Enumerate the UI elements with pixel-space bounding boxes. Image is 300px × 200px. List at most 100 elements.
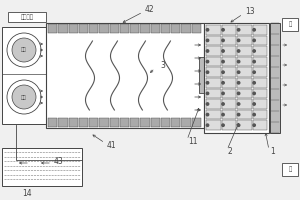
Bar: [2, 27, 46, 124]
Circle shape: [12, 38, 36, 62]
Bar: [253, 89, 267, 98]
Bar: [221, 36, 236, 45]
Bar: [206, 57, 221, 66]
Circle shape: [222, 60, 224, 63]
Text: 风扇: 风扇: [21, 95, 27, 99]
Circle shape: [206, 113, 209, 116]
Bar: [282, 163, 298, 176]
Bar: [282, 18, 298, 31]
Bar: [253, 120, 267, 130]
Bar: [130, 118, 140, 127]
Circle shape: [222, 124, 224, 126]
Circle shape: [253, 113, 255, 116]
Circle shape: [206, 50, 209, 52]
Bar: [48, 118, 57, 127]
Bar: [237, 89, 252, 98]
Circle shape: [222, 39, 224, 42]
Circle shape: [206, 82, 209, 84]
Circle shape: [222, 29, 224, 31]
Bar: [182, 118, 191, 127]
Bar: [161, 118, 170, 127]
Bar: [79, 24, 88, 33]
Circle shape: [253, 103, 255, 105]
Text: 3: 3: [160, 60, 165, 70]
Bar: [253, 67, 267, 77]
Bar: [206, 46, 221, 56]
Bar: [161, 24, 170, 33]
Circle shape: [206, 103, 209, 105]
Bar: [237, 25, 252, 35]
Bar: [182, 24, 191, 33]
Bar: [120, 118, 129, 127]
Bar: [89, 24, 98, 33]
Circle shape: [222, 92, 224, 95]
Bar: [58, 24, 68, 33]
Text: 11: 11: [188, 138, 197, 146]
Bar: [253, 110, 267, 119]
Bar: [120, 24, 129, 33]
Bar: [8, 12, 46, 22]
Bar: [206, 25, 221, 35]
Circle shape: [222, 71, 224, 73]
Bar: [253, 57, 267, 66]
Bar: [221, 99, 236, 109]
Circle shape: [253, 71, 255, 73]
Text: 控: 控: [288, 167, 292, 172]
Circle shape: [206, 29, 209, 31]
Circle shape: [7, 33, 41, 67]
Bar: [206, 110, 221, 119]
Circle shape: [237, 82, 240, 84]
Bar: [151, 24, 160, 33]
Text: 14: 14: [22, 188, 32, 198]
Bar: [237, 99, 252, 109]
Circle shape: [7, 80, 41, 114]
Bar: [270, 23, 280, 133]
Bar: [68, 24, 78, 33]
Bar: [221, 67, 236, 77]
Circle shape: [222, 82, 224, 84]
Text: 1: 1: [270, 148, 275, 156]
Circle shape: [222, 50, 224, 52]
Bar: [237, 110, 252, 119]
Text: 43: 43: [54, 158, 64, 166]
Circle shape: [206, 60, 209, 63]
Bar: [206, 36, 221, 45]
Text: 13: 13: [245, 7, 255, 17]
Circle shape: [237, 39, 240, 42]
Bar: [99, 118, 109, 127]
Bar: [171, 118, 181, 127]
Circle shape: [253, 60, 255, 63]
Bar: [253, 25, 267, 35]
Bar: [253, 36, 267, 45]
Bar: [253, 99, 267, 109]
Circle shape: [237, 50, 240, 52]
Circle shape: [237, 124, 240, 126]
Bar: [192, 24, 201, 33]
Bar: [221, 46, 236, 56]
Bar: [237, 120, 252, 130]
Bar: [221, 120, 236, 130]
Circle shape: [253, 124, 255, 126]
Bar: [151, 118, 160, 127]
Bar: [2, 148, 82, 186]
Bar: [206, 99, 221, 109]
Text: 风扇: 风扇: [21, 47, 27, 52]
Bar: [206, 67, 221, 77]
Bar: [68, 118, 78, 127]
Bar: [253, 78, 267, 88]
Bar: [221, 89, 236, 98]
Circle shape: [253, 92, 255, 95]
Text: 41: 41: [107, 140, 117, 150]
Bar: [206, 89, 221, 98]
Bar: [206, 120, 221, 130]
Bar: [237, 36, 252, 45]
Bar: [199, 57, 204, 93]
Bar: [237, 57, 252, 66]
Text: 42: 42: [145, 5, 154, 15]
Circle shape: [237, 60, 240, 63]
Bar: [253, 46, 267, 56]
Bar: [221, 110, 236, 119]
Bar: [171, 24, 181, 33]
Bar: [192, 118, 201, 127]
Circle shape: [237, 29, 240, 31]
